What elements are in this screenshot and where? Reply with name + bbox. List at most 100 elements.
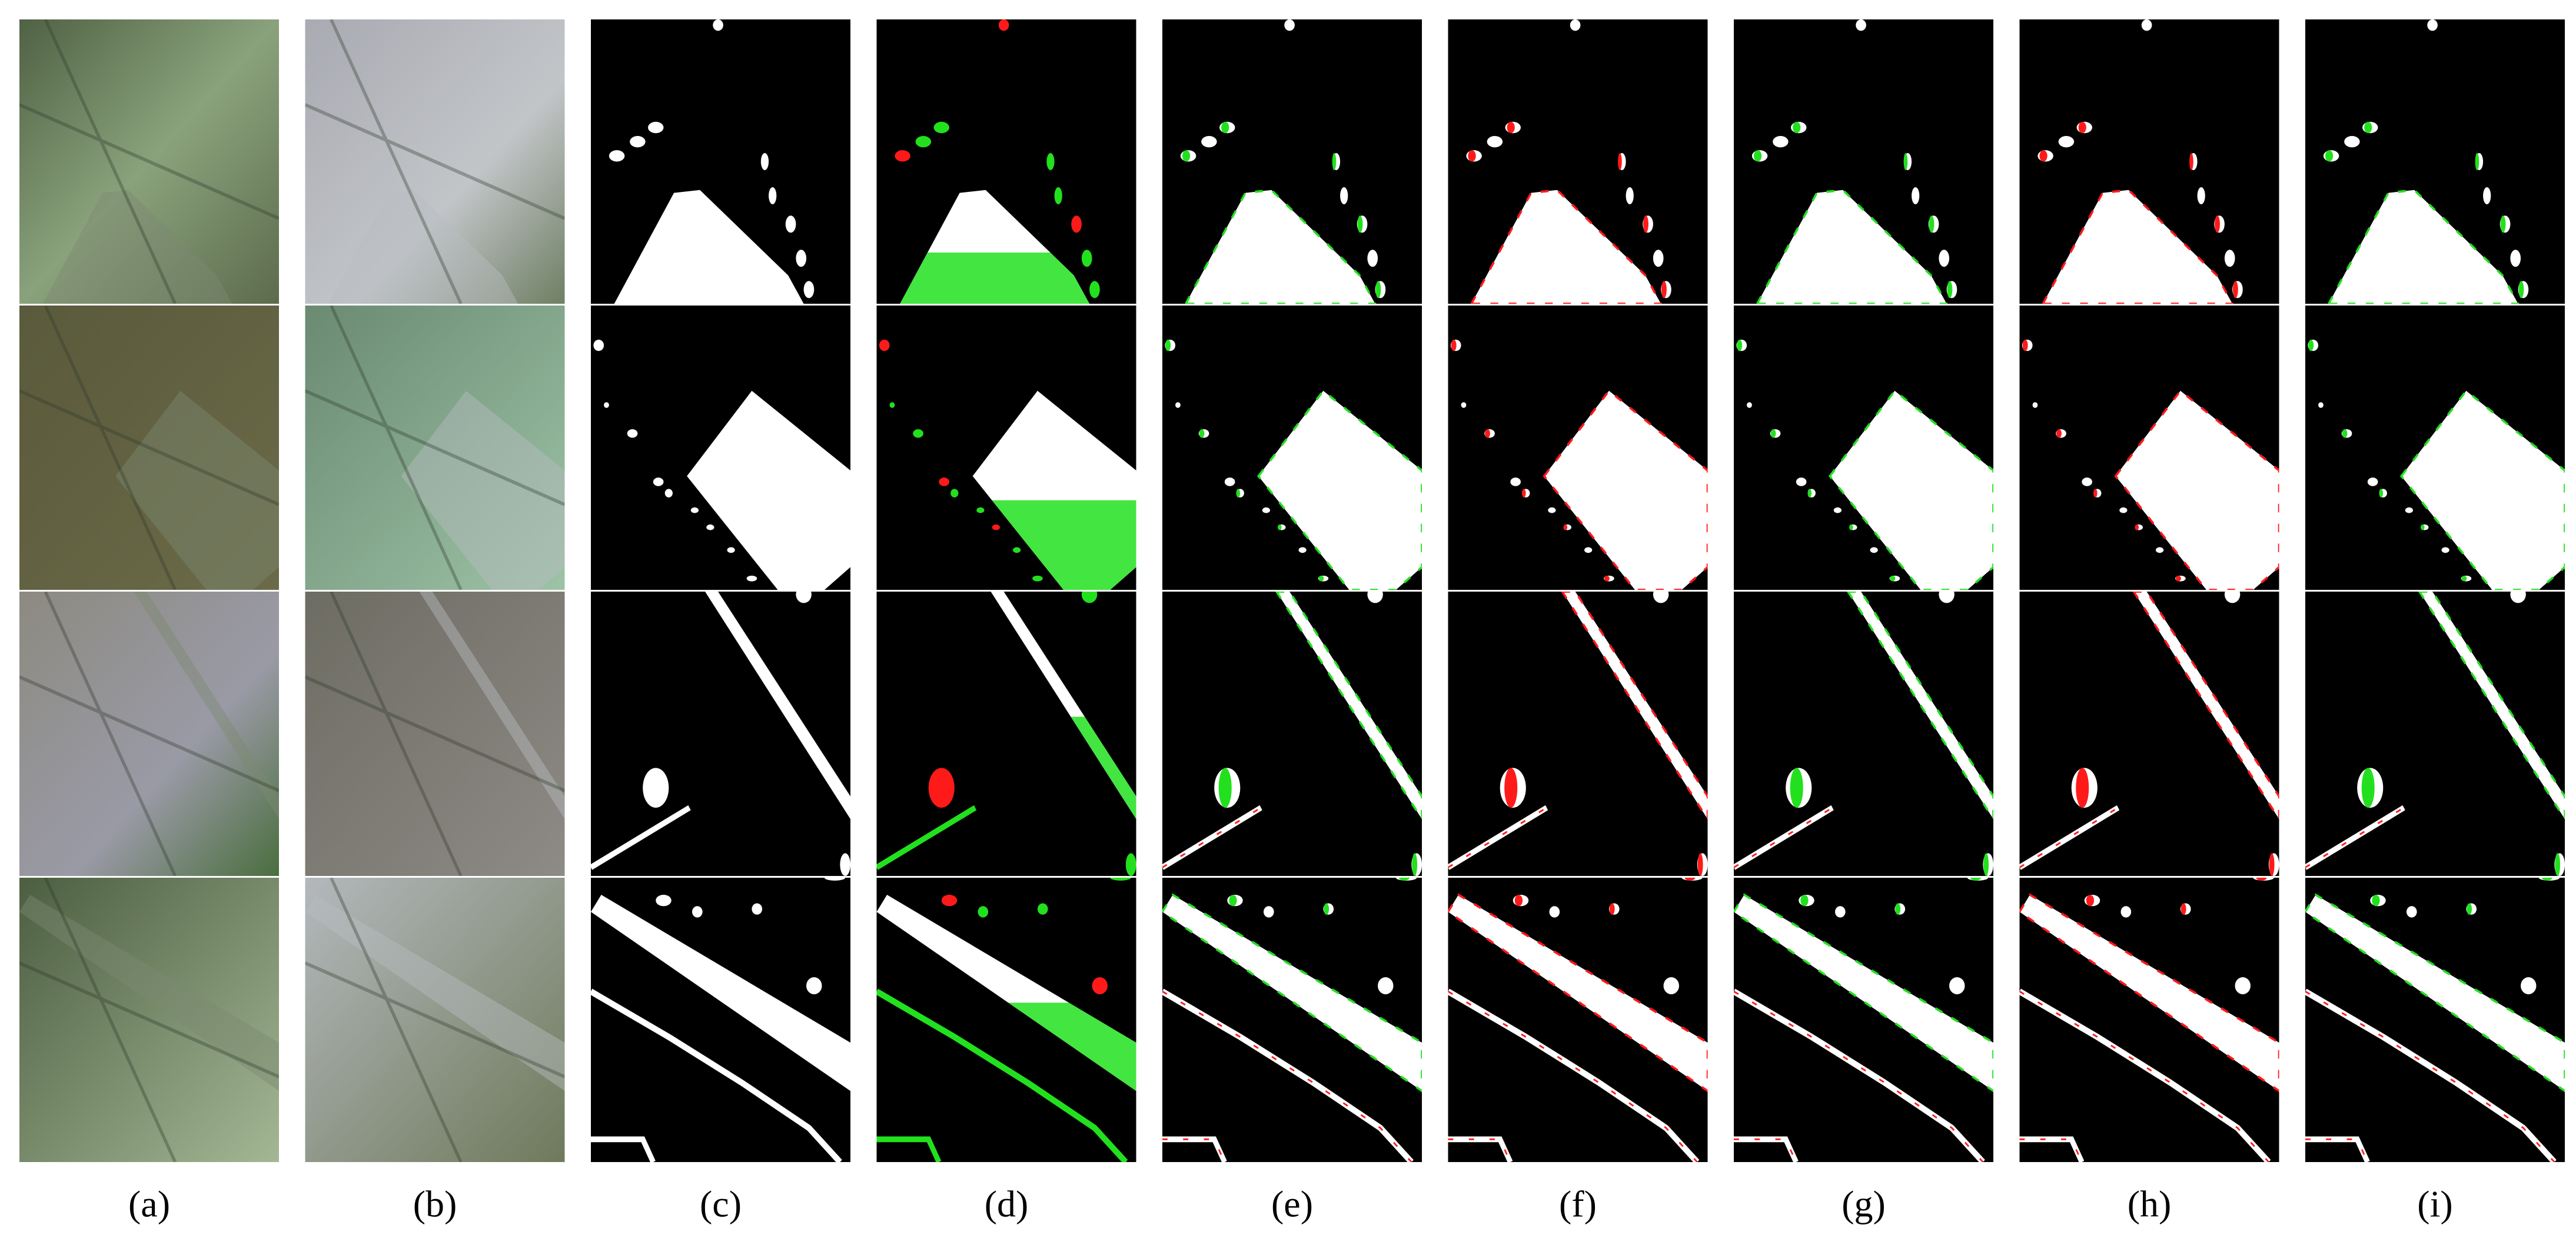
mask-blob	[1461, 402, 1467, 408]
mask-blob	[2119, 507, 2128, 513]
image-panel	[1162, 878, 1422, 1162]
mask-blob	[1773, 136, 1789, 148]
error-edge	[1983, 853, 1989, 876]
mask-blob	[939, 477, 949, 486]
mask-blob	[1939, 592, 1955, 603]
mask-blob	[2141, 19, 2152, 31]
mask-region	[2133, 592, 2279, 819]
mask-blob	[1081, 250, 1092, 267]
image-panel	[2305, 592, 2565, 876]
mask-blob	[1653, 592, 1669, 603]
error-edge	[2078, 121, 2086, 134]
mask-blob	[648, 121, 664, 134]
mask-region	[1830, 390, 1993, 590]
mask-blob	[1747, 402, 1752, 408]
mask-region	[1544, 390, 1708, 590]
error-edge	[2189, 153, 2193, 170]
mask-blob	[928, 768, 955, 808]
mask-blob	[1912, 187, 1920, 204]
mask-blob	[941, 894, 958, 907]
mask-blob	[1833, 507, 1842, 513]
image-panel	[2019, 592, 2279, 876]
mask-line	[876, 1136, 942, 1162]
mask-blob	[976, 507, 985, 513]
mask-region	[2043, 190, 2233, 304]
texture	[305, 306, 565, 590]
mask-blob	[1175, 402, 1181, 408]
road	[328, 190, 518, 304]
image-panel	[305, 19, 565, 304]
error-edge	[1470, 188, 1663, 304]
error-edge	[1790, 768, 1803, 808]
mask-blob	[978, 906, 989, 918]
road	[19, 894, 279, 1091]
image-panel	[305, 306, 565, 590]
error-edge	[2418, 592, 2565, 821]
image-panel	[1448, 306, 1708, 590]
mask-blob	[2510, 250, 2521, 267]
mask-blob	[1834, 906, 1846, 918]
error-edge	[1278, 524, 1282, 530]
mask-blob	[1548, 507, 1556, 513]
error-edge	[2019, 1138, 2083, 1162]
error-edge	[1399, 878, 1410, 881]
mask-region	[2401, 390, 2565, 590]
error-edge	[1903, 153, 1908, 170]
image-panel	[2019, 306, 2279, 590]
texture	[19, 19, 279, 304]
texture	[19, 306, 279, 590]
mask-line	[591, 988, 842, 1162]
error-edge	[2132, 592, 2279, 821]
error-edge	[2467, 903, 2472, 915]
mask-line	[1734, 988, 1985, 1162]
mask-blob	[2156, 547, 2164, 553]
mask-blob	[627, 429, 638, 438]
error-edge	[1604, 575, 1610, 582]
error-edge	[1643, 215, 1648, 233]
error-edge	[2093, 489, 2098, 498]
mask-blob	[2427, 19, 2438, 31]
error-edge	[1485, 429, 1490, 438]
mask-region	[1258, 390, 1422, 590]
mask-blob	[1037, 903, 1048, 915]
mask-line	[591, 1136, 656, 1162]
image-panel	[2305, 19, 2565, 304]
mask-blob	[609, 150, 625, 162]
error-edge	[1521, 489, 1526, 498]
mask-line	[2019, 988, 2271, 1162]
error-edge	[1756, 188, 1948, 304]
mask-blob	[1570, 19, 1581, 31]
error-edge	[2022, 339, 2028, 351]
mask-blob	[1284, 19, 1295, 31]
mask-blob	[2032, 402, 2038, 408]
error-edge	[2039, 150, 2047, 162]
mask-region	[1734, 894, 1993, 1091]
mask-blob	[806, 977, 822, 995]
mask-blob	[1125, 853, 1136, 876]
error-edge	[1563, 524, 1568, 530]
image-panel	[591, 19, 850, 304]
error-edge	[2305, 1138, 2369, 1162]
aerial-photo	[19, 592, 279, 876]
image-panel	[1734, 878, 1993, 1162]
mask-line	[591, 805, 691, 870]
mask-blob	[2521, 977, 2537, 995]
image-panel	[591, 306, 850, 590]
error-edge	[1375, 281, 1381, 298]
image-panel	[1734, 592, 1993, 876]
mask-blob	[760, 153, 769, 170]
mask-blob	[2510, 592, 2526, 603]
image-panel	[591, 878, 850, 1162]
image-panel	[19, 878, 279, 1162]
mask-blob	[1054, 187, 1062, 204]
mask-blob	[824, 878, 846, 881]
mask-background	[876, 592, 1136, 876]
aerial-photo	[305, 19, 565, 304]
mask-region	[1277, 592, 1422, 819]
road	[134, 592, 279, 819]
mask-background	[1734, 592, 1993, 876]
mask-blob	[1224, 477, 1235, 486]
panel-label: (h)	[2128, 1183, 2172, 1225]
mask-blob	[653, 477, 664, 486]
